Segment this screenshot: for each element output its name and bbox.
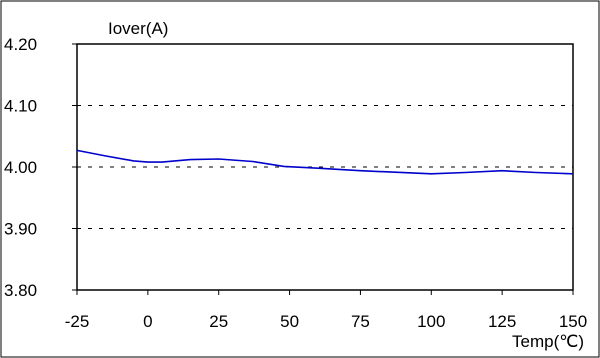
series-group	[76, 149, 574, 175]
x-tick-label: 50	[280, 312, 299, 331]
y-tick-label: 3.90	[4, 220, 37, 239]
series-line	[76, 149, 574, 175]
x-tick-label: 0	[143, 312, 152, 331]
y-tick-label: 4.20	[4, 35, 37, 54]
x-tick-label: 25	[209, 312, 228, 331]
y-axis-title: Iover(A)	[108, 19, 168, 38]
x-tick-label: -25	[65, 312, 90, 331]
x-tick-label: 125	[488, 312, 516, 331]
y-axis-ticks: 3.80 3.90 4.00 4.10 4.20	[4, 35, 77, 300]
x-axis-title: Temp(℃)	[512, 332, 584, 351]
y-tick-label: 3.80	[4, 281, 37, 300]
y-tick-label: 4.00	[4, 158, 37, 177]
x-tick-label: 100	[417, 312, 445, 331]
x-tick-label: 150	[559, 312, 587, 331]
x-axis-ticks: -25 0 25 50 75 100 125 150	[65, 290, 587, 331]
x-tick-label: 75	[351, 312, 370, 331]
y-tick-label: 4.10	[4, 97, 37, 116]
